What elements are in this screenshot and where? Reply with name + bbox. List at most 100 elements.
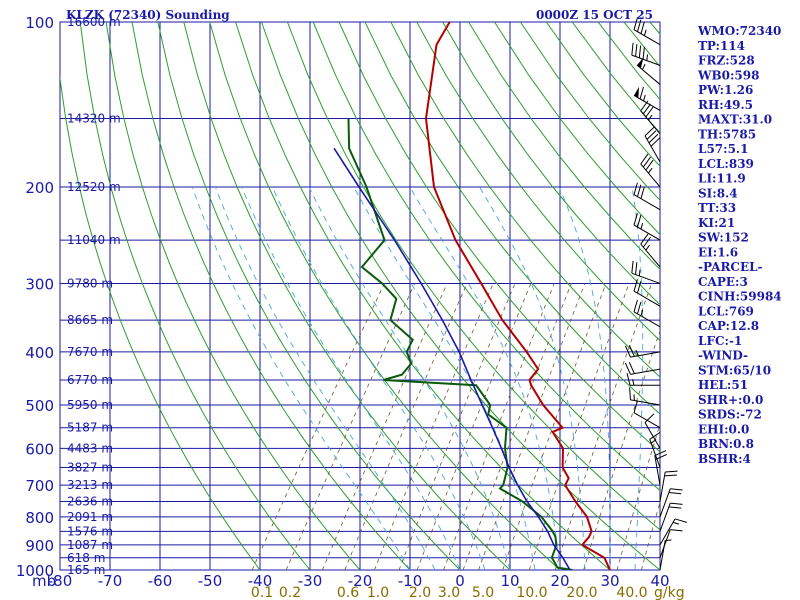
height-label: 165 m — [67, 563, 105, 577]
barb-staff — [633, 194, 661, 211]
index-line: TP:114 — [698, 39, 745, 53]
pressure-tick-label: 400 — [25, 344, 54, 362]
temperature-tick-label: 10 — [500, 572, 519, 590]
barb-full — [635, 44, 638, 57]
barb-full — [655, 454, 667, 460]
barb-staff — [654, 455, 661, 486]
barb-half — [646, 54, 648, 61]
sounding-traces — [333, 22, 611, 570]
barb-staff — [633, 29, 661, 46]
barb-staff — [644, 135, 661, 163]
barb-half — [648, 114, 653, 121]
barb-full — [633, 299, 638, 312]
mixing-ratio-tick-label: 3.0 — [438, 585, 460, 600]
dry-adiabat — [286, 22, 660, 531]
dry-adiabat — [468, 22, 660, 271]
barb-half — [643, 94, 646, 102]
dewpoint-trace — [347, 118, 573, 570]
temperature-tick-label: -70 — [98, 572, 123, 590]
barb-full — [670, 502, 683, 505]
barb-staff — [644, 422, 661, 449]
barb-flag — [637, 57, 644, 69]
mixing-ratio-tick-label: 0.2 — [279, 585, 301, 600]
barb-full — [644, 126, 655, 137]
dry-adiabat — [209, 22, 561, 570]
wind-barb — [644, 413, 661, 449]
mixing-ratio-tick-label: 0.6 — [337, 585, 359, 600]
barb-full — [624, 345, 631, 358]
index-line: LFC:-1 — [698, 334, 742, 348]
barb-half — [640, 222, 644, 230]
barb-staff — [659, 518, 676, 546]
dry-adiabat — [312, 22, 660, 492]
height-label: 6770 m — [67, 373, 113, 387]
wind-barbs — [624, 17, 688, 571]
dry-adiabat — [131, 22, 411, 570]
wind-barb — [659, 470, 678, 502]
dry-adiabat — [235, 22, 611, 570]
wind-barb — [624, 362, 661, 375]
index-line: PW:1.26 — [698, 83, 753, 97]
moist-adiabat — [241, 186, 461, 570]
barb-full — [640, 233, 649, 245]
moist-adiabat — [271, 186, 486, 570]
barb-full — [633, 213, 638, 226]
barb-full — [644, 413, 655, 423]
mixing-ratio-line — [374, 283, 494, 570]
index-line: FRZ:528 — [698, 54, 755, 68]
barb-staff — [630, 399, 661, 406]
barb-staff — [633, 224, 661, 241]
barb-full — [628, 362, 635, 374]
barb-full — [640, 186, 645, 199]
index-line: EI:1.6 — [698, 245, 738, 259]
height-label: 16600 m — [67, 15, 121, 29]
temperature-tick-label: -80 — [48, 572, 73, 590]
barb-staff — [659, 471, 666, 502]
pressure-tick-label: 700 — [25, 477, 54, 495]
moist-adiabat — [659, 564, 660, 570]
isotherm-lines — [60, 22, 660, 570]
height-label: 4483 m — [67, 441, 113, 455]
height-label: 3827 m — [67, 460, 113, 474]
mixing-ratio-line — [583, 329, 660, 570]
mixing-ratio-tick-label: 20.0 — [566, 585, 597, 600]
mixing-ratio-line — [285, 283, 416, 570]
wind-barb — [633, 213, 661, 241]
parcel-trace — [333, 147, 571, 570]
barb-staff — [640, 243, 661, 268]
barb-full — [670, 488, 683, 491]
height-label: 1087 m — [67, 538, 113, 552]
dry-adiabat — [183, 22, 511, 570]
dry-adiabat — [338, 22, 660, 453]
barb-half — [632, 379, 635, 386]
height-label: 12520 m — [67, 180, 121, 194]
mixing-ratio-tick-label: 2.0 — [409, 585, 431, 600]
moist-adiabat — [631, 186, 644, 570]
barb-full — [629, 387, 631, 400]
moist-adiabat — [558, 186, 611, 570]
index-line: SI:8.4 — [698, 186, 738, 200]
barb-full — [670, 529, 683, 532]
barb-staff — [631, 272, 661, 284]
barb-full — [649, 431, 661, 440]
moist-adiabat — [191, 186, 411, 570]
mixing-ratio-tick-label: 10.0 — [516, 585, 547, 600]
wind-barb — [629, 387, 661, 406]
barb-full — [648, 133, 659, 144]
index-line: LI:11.9 — [698, 172, 746, 186]
moist-adiabat — [214, 186, 436, 570]
barb-full — [642, 156, 651, 168]
wind-barb — [654, 450, 667, 486]
pressure-tick-label: 500 — [25, 397, 54, 415]
wind-barb — [659, 502, 683, 532]
wind-barb — [640, 233, 661, 268]
height-label: 14320 m — [67, 111, 121, 125]
barb-staff — [659, 488, 671, 518]
wind-barb — [633, 17, 661, 46]
barb-full — [637, 215, 642, 228]
pressure-tick-label: 900 — [25, 537, 54, 555]
barb-full — [645, 159, 654, 171]
barb-full — [631, 260, 634, 274]
index-line: MAXT:31.0 — [698, 113, 772, 127]
